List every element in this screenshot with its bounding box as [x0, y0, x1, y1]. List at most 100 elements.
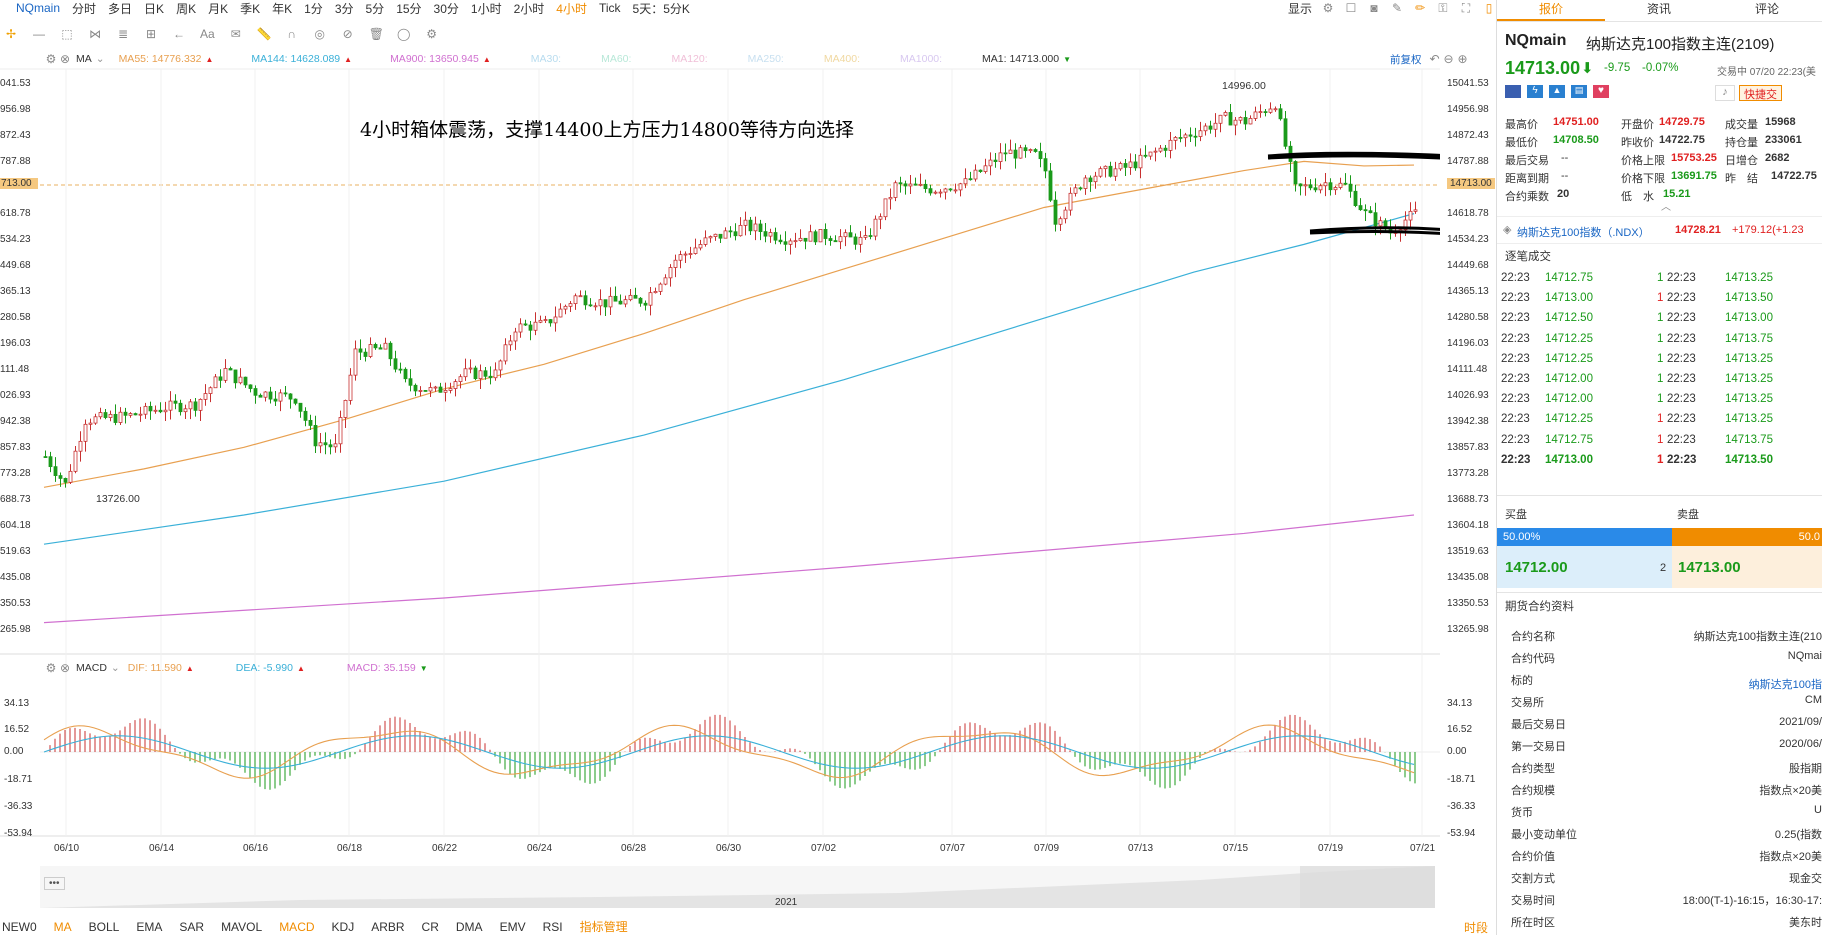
session-button[interactable]: 时段	[1463, 921, 1488, 935]
display-menu[interactable]: 显示	[1287, 1, 1312, 16]
crosshair-icon[interactable]: ✢	[5, 27, 17, 41]
candle-body	[173, 400, 178, 404]
candle-body	[1278, 108, 1283, 120]
indicator-sar[interactable]: SAR	[179, 919, 205, 934]
shape-tool-icon[interactable]: ⬚	[61, 27, 73, 41]
gear-icon[interactable]: ⚙	[45, 661, 57, 675]
scroller-window[interactable]	[1300, 866, 1435, 908]
period-4h[interactable]: 4小时	[556, 1, 587, 16]
tick-cell: 14713.25	[1725, 413, 1773, 426]
period-15m[interactable]: 15分	[396, 1, 422, 16]
pencil-icon[interactable]: ✏	[1414, 1, 1426, 15]
period-year[interactable]: 年K	[272, 1, 293, 16]
period-2h[interactable]: 2小时	[513, 1, 545, 16]
indicator-cr[interactable]: CR	[421, 919, 439, 934]
tab-quote[interactable]: 报价	[1497, 0, 1605, 21]
scroller-handle[interactable]: •••	[44, 877, 65, 890]
indicator-macd[interactable]: MACD	[279, 919, 315, 934]
candle-body	[128, 413, 133, 416]
comment-icon[interactable]: ✉	[230, 27, 241, 41]
eye-icon[interactable]: ◎	[314, 27, 325, 41]
channel-tool-icon[interactable]: ≣	[117, 27, 129, 41]
ask-box[interactable]	[1672, 546, 1822, 588]
period-month[interactable]: 月K	[208, 1, 229, 16]
lightning-icon[interactable]: ϟ	[1527, 85, 1543, 98]
heart-icon[interactable]: ♥	[1593, 85, 1609, 98]
chevron-up-icon[interactable]: ︿	[1661, 202, 1671, 213]
indicator-boll[interactable]: BOLL	[88, 919, 120, 934]
indicator-kdj[interactable]: KDJ	[331, 919, 355, 934]
candle-body	[693, 247, 698, 254]
period-quarter[interactable]: 季K	[240, 1, 261, 16]
period-5day[interactable]: 5天：5分K	[632, 1, 690, 16]
fib-tool-icon[interactable]: ⊞	[145, 27, 157, 41]
period-tick[interactable]: Tick	[598, 1, 621, 15]
ruler-icon[interactable]: 📏	[256, 27, 272, 41]
period-fenshi[interactable]: 分时	[72, 1, 97, 16]
candle-body	[883, 198, 888, 218]
doc-badge-icon[interactable]: ▤	[1571, 85, 1587, 98]
indicator-dma[interactable]: DMA	[455, 919, 483, 934]
axis-current-price: 14713.00	[1447, 178, 1495, 189]
candlestick-chart[interactable]	[0, 0, 1440, 935]
bell-icon[interactable]: ♪	[1715, 85, 1735, 101]
fork-tool-icon[interactable]: ⋈	[89, 27, 101, 41]
period-multiday[interactable]: 多日	[108, 1, 133, 16]
tab-news[interactable]: 资讯	[1646, 2, 1671, 16]
period-3m[interactable]: 3分	[334, 1, 354, 16]
period-day[interactable]: 日K	[144, 1, 165, 16]
trash-icon[interactable]: 🗑	[368, 27, 384, 41]
macd-title[interactable]: MACD	[76, 662, 107, 674]
indicator-rsi[interactable]: RSI	[542, 919, 563, 934]
axis-label: 14365.13	[1447, 286, 1489, 297]
line-tool-icon[interactable]: —	[33, 27, 45, 41]
chart-badge-icon[interactable]: ▲	[1549, 85, 1565, 98]
panel-toggle-icon[interactable]: ▯	[1485, 1, 1493, 15]
layout-icon[interactable]: ☐	[1345, 1, 1357, 15]
gear-icon[interactable]: ⚙	[45, 52, 57, 66]
period-week[interactable]: 周K	[176, 1, 197, 16]
candle-body	[1143, 154, 1148, 157]
period-1m[interactable]: 1分	[304, 1, 323, 16]
period-30m[interactable]: 30分	[433, 1, 459, 16]
quick-trade-button[interactable]: 快捷交	[1739, 85, 1782, 101]
indicator-new0[interactable]: NEW0	[2, 919, 37, 934]
fq-label[interactable]: 前复权	[1390, 53, 1422, 66]
indicator-ema[interactable]: EMA	[136, 919, 163, 934]
candle-body	[58, 475, 63, 479]
undo-icon[interactable]: ↶	[1429, 52, 1440, 66]
text-tool[interactable]: Aa	[200, 27, 215, 41]
edit-icon[interactable]: ✎	[1391, 1, 1403, 15]
zoom-out-icon[interactable]: ⊖	[1443, 52, 1454, 66]
period-5m[interactable]: 5分	[365, 1, 385, 16]
index-name[interactable]: 纳斯达克100指数（.NDX）	[1517, 227, 1650, 239]
index-row[interactable]	[1497, 216, 1822, 244]
close-icon[interactable]: ⊗	[59, 52, 71, 66]
gear-icon[interactable]: ⚙	[1322, 1, 1334, 15]
info-label: 货币	[1511, 807, 1533, 819]
bid-box[interactable]	[1497, 546, 1672, 588]
link-icon[interactable]: ⊘	[342, 27, 353, 41]
camera-icon[interactable]: ◙	[1370, 1, 1378, 15]
lock-icon[interactable]: ⚿	[1438, 1, 1448, 15]
settings-small-icon[interactable]: ⚙	[426, 27, 438, 41]
indicator-ma[interactable]: MA	[53, 919, 72, 934]
close-icon[interactable]: ⊗	[59, 661, 71, 675]
ma-title[interactable]: MA	[76, 53, 92, 65]
indicator-emv[interactable]: EMV	[499, 919, 526, 934]
tick-cell: 22:23	[1501, 433, 1530, 446]
indicator-arbr[interactable]: ARBR	[371, 919, 405, 934]
info-value[interactable]: 纳斯达克100指	[1748, 679, 1822, 691]
symbol-label[interactable]: NQmain	[16, 1, 61, 15]
candle-body	[743, 219, 748, 226]
toggle-icon[interactable]: ◯	[396, 27, 411, 41]
arrow-tool-icon[interactable]: ←	[173, 27, 185, 41]
period-1h[interactable]: 1小时	[470, 1, 502, 16]
tab-comments[interactable]: 评论	[1754, 2, 1779, 16]
fullscreen-icon[interactable]: ⛶	[1461, 1, 1471, 15]
indicator-manage[interactable]: 指标管理	[579, 920, 628, 934]
zoom-in-icon[interactable]: ⊕	[1457, 52, 1468, 66]
date-label: 07/19	[1318, 843, 1344, 854]
indicator-mavol[interactable]: MAVOL	[221, 919, 263, 934]
magnet-icon[interactable]: ∩	[287, 27, 296, 41]
